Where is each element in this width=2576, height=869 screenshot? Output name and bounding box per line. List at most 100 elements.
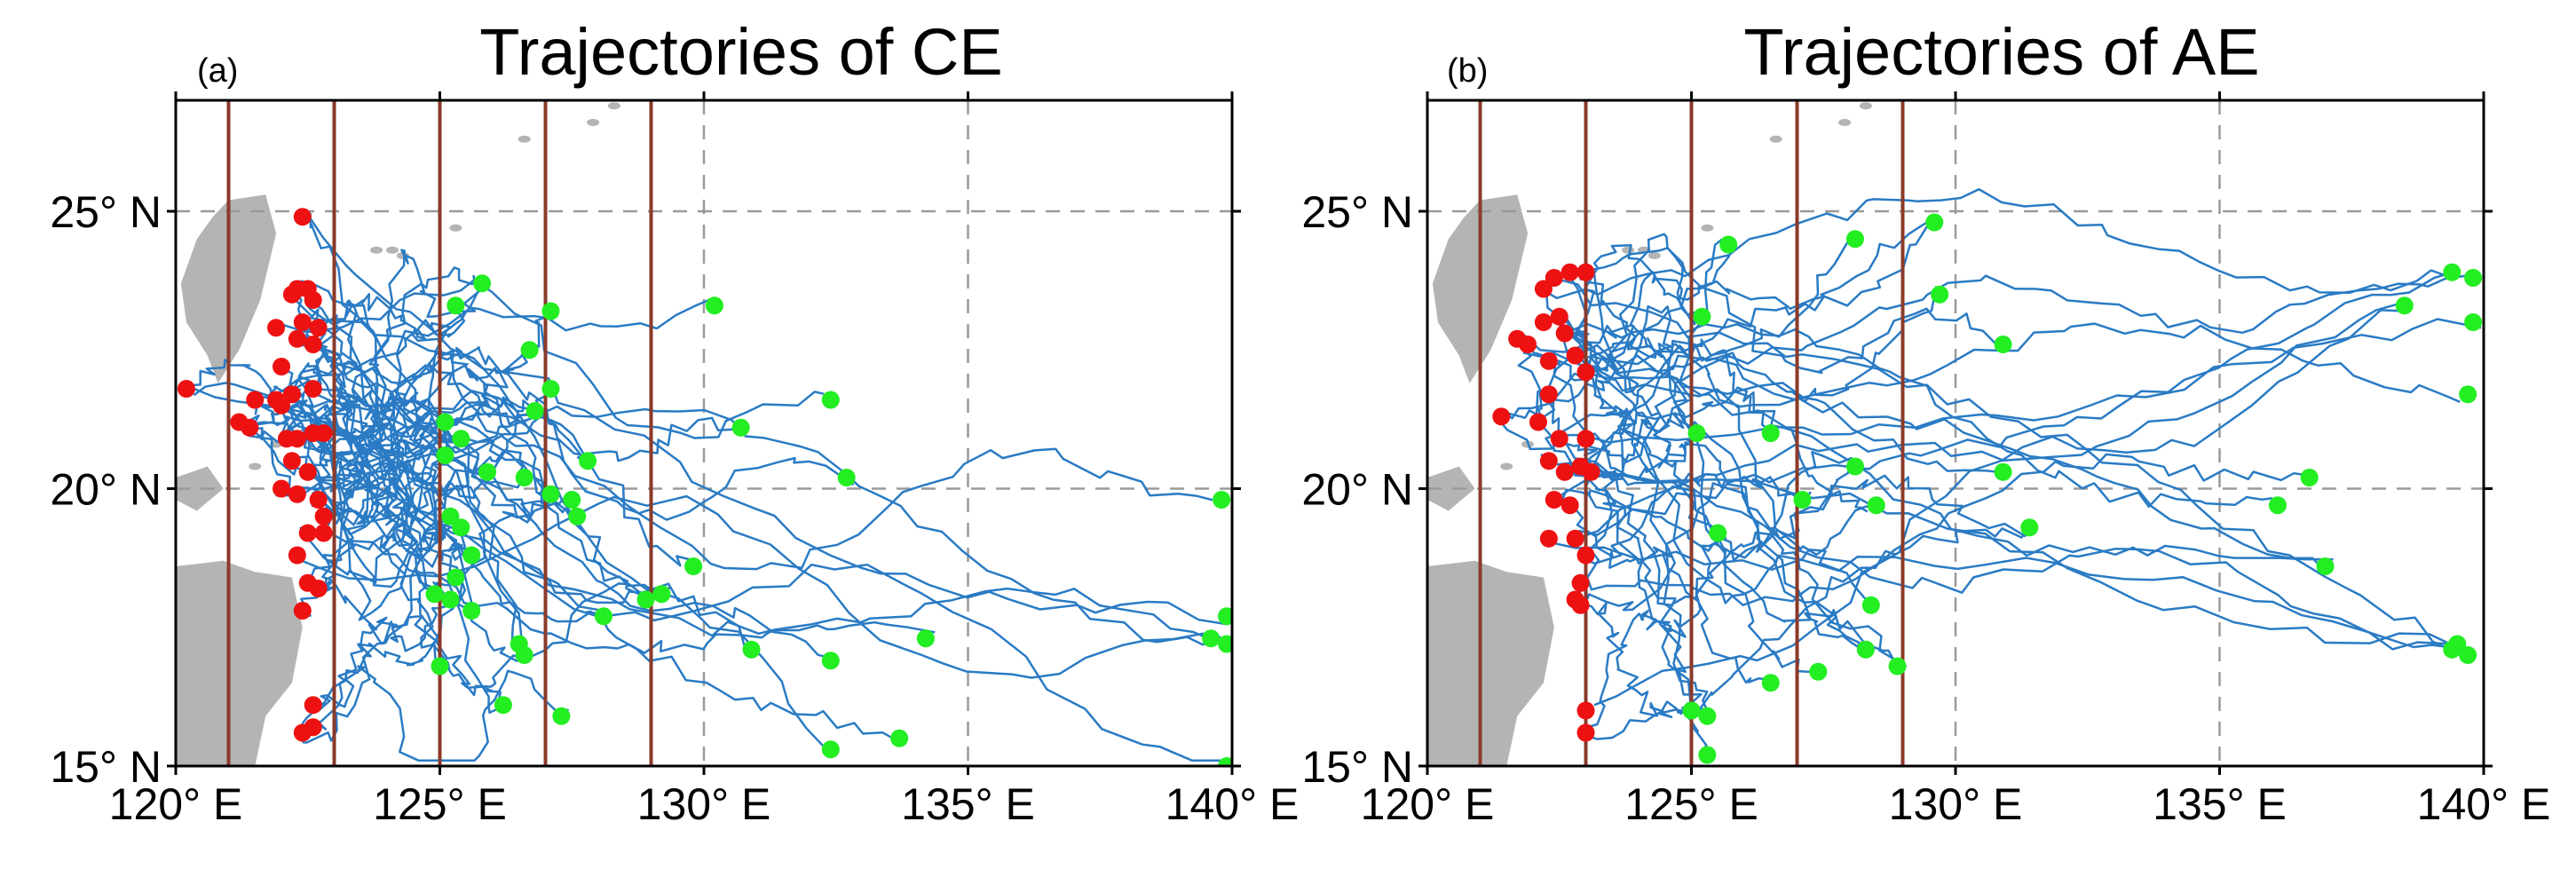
start-point-marker xyxy=(298,462,317,481)
trajectory-line xyxy=(1570,471,2468,653)
trajectory-line xyxy=(305,212,834,756)
end-point-marker xyxy=(1861,596,1880,614)
islet-shape xyxy=(385,246,399,254)
panel-b-plot-area xyxy=(1426,99,2485,768)
x-tick-label: 135° E xyxy=(2153,779,2287,829)
end-point-marker xyxy=(2459,646,2477,664)
trajectory-line xyxy=(1554,277,2454,652)
trajectory-line xyxy=(1543,318,2273,509)
end-point-marker xyxy=(1698,746,1717,764)
end-point-marker xyxy=(520,341,539,359)
end-point-marker xyxy=(1867,496,1885,515)
start-point-marker xyxy=(1550,430,1569,448)
start-point-marker xyxy=(1492,407,1511,426)
x-tick-label: 140° E xyxy=(1166,779,1300,829)
y-tick-label: 25° N xyxy=(50,187,162,237)
start-point-marker xyxy=(1566,529,1584,548)
trajectory-line xyxy=(313,293,528,380)
trajectory-line xyxy=(293,494,1205,679)
start-point-marker xyxy=(288,485,306,503)
end-point-marker xyxy=(916,629,935,648)
x-tick-label: 130° E xyxy=(1889,779,2023,829)
start-point-marker xyxy=(1534,313,1553,331)
trajectory-line xyxy=(1570,470,2449,651)
y-tick-label: 20° N xyxy=(1301,465,1413,515)
trajectory-line xyxy=(1579,269,1700,431)
end-point-marker xyxy=(1888,657,1907,675)
trajectory-line xyxy=(1584,464,1850,612)
end-point-marker xyxy=(2459,385,2477,404)
y-tick-label: 15° N xyxy=(1301,742,1413,792)
trajectory-line xyxy=(1545,288,1814,674)
trajectory-line xyxy=(1553,318,2482,444)
end-point-marker xyxy=(452,518,470,537)
start-point-marker xyxy=(1539,352,1558,370)
islet-shape xyxy=(1622,246,1635,254)
start-point-marker xyxy=(314,424,333,442)
start-point-marker xyxy=(1576,546,1595,565)
start-point-marker xyxy=(1534,280,1553,298)
start-point-marker xyxy=(304,696,322,715)
end-point-marker xyxy=(742,640,761,659)
start-point-marker xyxy=(309,319,328,337)
islet-shape xyxy=(1500,462,1513,470)
panel-b-axis-ticks: 120° E 125° E 130° E 135° E 140° E 15° N 20° N… xyxy=(1301,91,2550,829)
end-point-marker xyxy=(705,296,723,315)
start-point-marker xyxy=(1555,462,1574,481)
end-point-marker xyxy=(1218,607,1232,626)
start-point-marker xyxy=(1529,413,1547,431)
start-point-marker xyxy=(1571,573,1590,592)
islet-shape xyxy=(370,246,383,254)
end-point-marker xyxy=(441,507,460,525)
x-tick-label: 140° E xyxy=(2417,779,2551,829)
start-point-marker xyxy=(246,391,265,409)
end-point-marker xyxy=(2464,269,2483,287)
start-point-marker xyxy=(314,524,333,542)
start-point-marker xyxy=(267,319,286,337)
trajectory-line xyxy=(1558,218,1933,498)
start-point-marker xyxy=(1566,590,1584,609)
end-point-marker xyxy=(1809,662,1828,681)
end-point-marker xyxy=(2316,557,2335,575)
trajectory-line xyxy=(312,596,446,712)
start-point-marker xyxy=(293,208,312,226)
islet-shape xyxy=(1769,135,1782,143)
end-point-marker xyxy=(579,452,597,470)
start-point-marker xyxy=(309,491,328,509)
panel-a-title: Trajectories of CE xyxy=(479,15,1002,89)
start-point-marker xyxy=(282,385,301,404)
end-point-marker xyxy=(441,590,460,609)
y-tick-label: 15° N xyxy=(50,742,162,792)
trajectory-line xyxy=(1585,453,2316,606)
trajectory-line xyxy=(317,390,855,521)
end-point-marker xyxy=(821,740,840,759)
end-point-marker xyxy=(821,391,840,409)
end-point-marker xyxy=(2268,496,2287,515)
trajectory-line xyxy=(300,469,560,644)
x-tick-label: 130° E xyxy=(637,779,771,829)
trajectory-line xyxy=(1586,286,1938,462)
trajectory-line xyxy=(299,212,526,652)
end-point-marker xyxy=(1218,635,1232,653)
trajectory-line xyxy=(322,408,537,538)
start-point-marker xyxy=(1576,701,1595,720)
end-point-marker xyxy=(494,696,512,715)
start-point-marker xyxy=(1550,307,1569,326)
trajectory-line xyxy=(1578,364,1880,557)
end-point-marker xyxy=(1845,230,1864,249)
end-point-marker xyxy=(452,430,470,448)
end-point-marker xyxy=(1931,285,1949,304)
start-point-marker xyxy=(1582,462,1600,481)
luzon-landmass xyxy=(1427,560,1554,766)
end-point-marker xyxy=(515,646,533,664)
end-point-marker xyxy=(1218,757,1232,766)
start-point-marker xyxy=(177,380,195,398)
trajectory-line xyxy=(294,352,546,526)
islet-shape xyxy=(518,135,531,143)
end-point-marker xyxy=(568,507,587,525)
start-point-marker xyxy=(1576,430,1595,448)
start-point-marker xyxy=(298,524,317,542)
end-point-marker xyxy=(1213,491,1231,509)
end-point-marker xyxy=(2448,635,2467,653)
